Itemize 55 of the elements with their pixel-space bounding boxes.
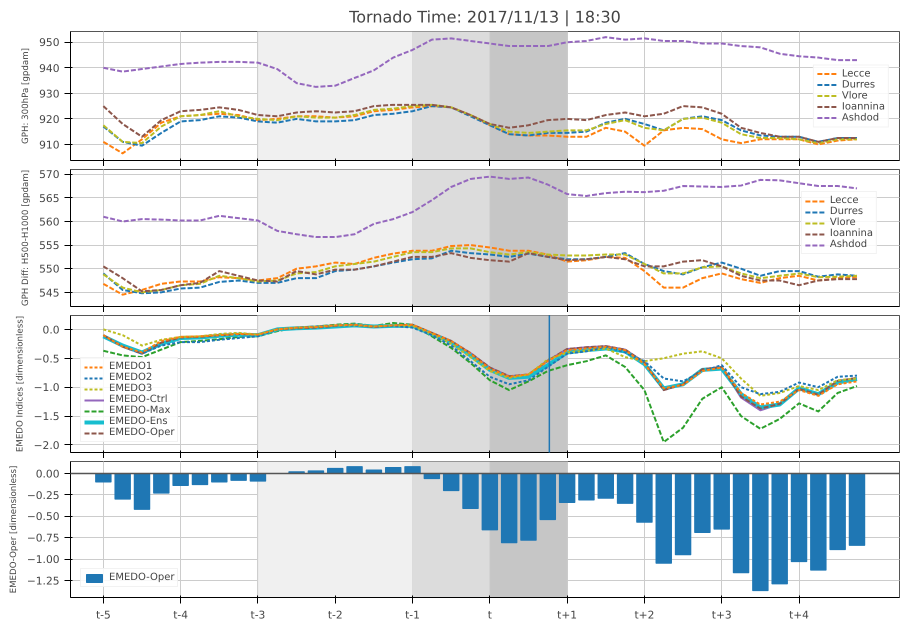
legend-label: Ashdod <box>842 112 880 123</box>
y-tick-label: 565 <box>39 192 60 205</box>
legend-label: Vlore <box>830 217 856 228</box>
y-tick-label: 930 <box>39 87 60 100</box>
y-tick-label: 545 <box>39 286 60 300</box>
chart-title: Tornado Time: 2017/11/13 | 18:30 <box>348 8 621 26</box>
legend-label: EMEDO3 <box>109 383 152 394</box>
y-tick-label: 560 <box>39 215 60 228</box>
legend-label: EMEDO1 <box>109 361 152 372</box>
legend-label: Vlore <box>842 90 868 101</box>
legend-label: EMEDO-Oper <box>109 427 174 438</box>
y-tick-label: −1.5 <box>34 410 60 424</box>
y-tick-label: −1.25 <box>26 574 60 588</box>
y-tick-label: 0.0 <box>42 323 60 336</box>
y-tick-label: 550 <box>39 262 60 276</box>
y-tick-label: 940 <box>39 62 60 75</box>
y-tick-label: −0.50 <box>26 510 60 524</box>
y-tick-label: 0.00 <box>36 467 60 480</box>
legend-label: EMEDO-Oper <box>109 572 174 583</box>
x-tick-label: t+4 <box>789 608 810 622</box>
y-tick-label: −1.00 <box>26 553 60 566</box>
y-axis-title: EMEDO-Oper [dimensionless] <box>8 466 19 594</box>
y-tick-label: −1.0 <box>34 381 60 394</box>
y-axis-title: GPH Diff: H500-H1000 [gpdam] <box>21 170 32 306</box>
legend-label: EMEDO-Ctrl <box>109 394 168 405</box>
x-tick-label: t+2 <box>634 608 654 622</box>
x-tick-label: t-1 <box>405 608 420 622</box>
x-tick-label: t <box>488 608 492 622</box>
legend-label: EMEDO2 <box>109 372 152 383</box>
y-tick-label: −0.75 <box>26 532 60 545</box>
y-tick-label: 910 <box>39 138 60 152</box>
y-tick-label: 570 <box>39 168 60 182</box>
legend-label: Lecce <box>830 195 859 206</box>
legend-label: Lecce <box>842 68 871 79</box>
y-tick-label: −2.0 <box>34 438 60 452</box>
y-tick-label: 950 <box>39 36 60 50</box>
x-tick-label: t-4 <box>173 608 188 622</box>
legend-label: Durres <box>842 79 876 90</box>
x-tick-label: t+3 <box>712 608 732 622</box>
legend-label: Durres <box>830 206 864 217</box>
y-axis-title: EMEDO Indices [dimensionless] <box>16 316 26 452</box>
x-tick-label: t+1 <box>557 608 578 622</box>
x-tick-label: t-2 <box>328 608 343 622</box>
legend-label: EMEDO-Max <box>109 405 170 416</box>
legend-label: EMEDO-Ens <box>109 416 168 427</box>
legend-label: Ioannina <box>830 228 873 239</box>
y-tick-label: 920 <box>39 112 60 126</box>
x-tick-label: t-3 <box>250 608 266 622</box>
legend-label: Ioannina <box>842 101 885 112</box>
legend-label: Ashdod <box>830 239 868 250</box>
x-tick-label: t-5 <box>96 608 111 622</box>
y-tick-label: −0.5 <box>34 352 60 366</box>
y-tick-label: −0.25 <box>26 488 60 502</box>
y-axis-title: GPH: 300hPa [gpdam] <box>21 48 32 144</box>
y-tick-label: 555 <box>39 239 60 252</box>
